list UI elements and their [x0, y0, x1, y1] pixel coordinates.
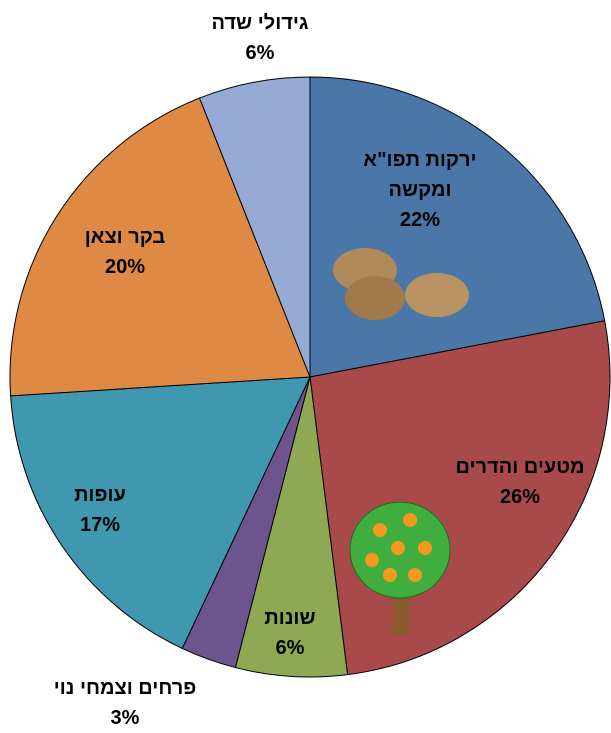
slice-label: בקר וצאן 20%	[65, 222, 185, 282]
pie-slice	[10, 376, 311, 650]
slices	[9, 76, 611, 678]
category-label: עופות	[74, 484, 126, 506]
tree-icon	[349, 501, 451, 635]
value-label: 3%	[110, 707, 140, 729]
category-label: ירקות תפו"א ומקשה	[363, 149, 477, 201]
slice-label: שונות 6%	[240, 603, 340, 663]
slice-label: מטעים והדרים 26%	[440, 452, 600, 512]
value-label: 22%	[399, 209, 441, 231]
pie-slice	[9, 97, 311, 397]
slice-label: עופות 17%	[50, 480, 150, 540]
value-label: 26%	[499, 486, 541, 508]
category-label: שונות	[264, 607, 316, 629]
value-label: 20%	[104, 256, 146, 278]
slice-label: גידולי שדה 6%	[190, 8, 330, 68]
category-label: גידולי שדה	[211, 12, 309, 34]
category-label: בקר וצאן	[84, 226, 166, 248]
pie-slice	[198, 76, 311, 378]
category-label: פרחים וצמחי נוי	[53, 677, 197, 699]
slice-label: ירקות תפו"א ומקשה 22%	[345, 145, 495, 235]
value-label: 6%	[275, 637, 305, 659]
slice-label: פרחים וצמחי נוי 3%	[25, 673, 225, 733]
value-label: 6%	[245, 42, 275, 64]
category-label: מטעים והדרים	[455, 456, 585, 478]
potato-icon	[333, 248, 469, 320]
value-label: 17%	[79, 514, 121, 536]
